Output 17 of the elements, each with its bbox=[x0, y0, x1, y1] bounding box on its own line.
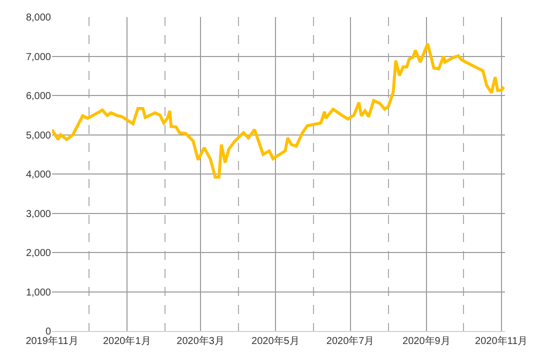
x-tick-label: 2020年3月 bbox=[176, 335, 224, 347]
y-tick-label: 4,000 bbox=[26, 170, 52, 180]
y-tick-label: 0 bbox=[45, 326, 52, 338]
y-tick-label: 8,000 bbox=[26, 12, 52, 24]
y-tick-label: 6,000 bbox=[26, 91, 52, 102]
y-tick-label: 1,000 bbox=[26, 287, 52, 298]
x-tick-label: 2020年1月 bbox=[102, 335, 151, 347]
y-tick-label: 7,000 bbox=[26, 52, 52, 63]
y-tick-label: 2,000 bbox=[26, 248, 52, 259]
x-tick-label: 2020年7月 bbox=[326, 335, 374, 347]
x-tick-label: 2020年11月 bbox=[475, 335, 528, 347]
x-tick-label: 2020年9月 bbox=[402, 335, 450, 347]
y-tick-label: 3,000 bbox=[26, 208, 52, 220]
y-tick-label: 5,000 bbox=[26, 130, 52, 142]
x-tick-label: 2020年5月 bbox=[252, 335, 300, 347]
line-series bbox=[52, 42, 505, 179]
x-tick-label: 2019年11月 bbox=[26, 335, 78, 347]
